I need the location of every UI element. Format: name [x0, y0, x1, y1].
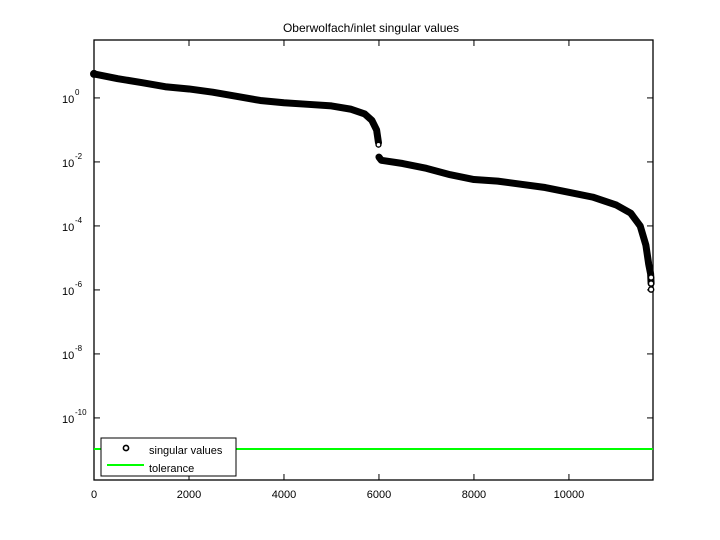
circle-marker-icon	[647, 280, 655, 287]
circle-marker-icon	[647, 274, 655, 281]
y-tick-exponent: -6	[75, 280, 83, 289]
circle-marker-icon	[375, 141, 382, 148]
y-tick-label: 10	[62, 286, 74, 298]
circle-marker-icon	[90, 69, 98, 78]
x-tick-label: 0	[91, 489, 97, 501]
x-tick-label: 2000	[177, 489, 201, 501]
legend-box	[100, 437, 237, 477]
circle-marker-icon	[122, 444, 130, 452]
legend-label-tolerance: tolerance	[149, 463, 194, 475]
chart-title: Oberwolfach/inlet singular values	[283, 21, 459, 35]
singular-values-curve	[90, 70, 382, 147]
y-tick-exponent: 0	[75, 88, 80, 97]
x-tick-label: 4000	[272, 489, 296, 501]
singular-values-curve	[375, 153, 655, 288]
circle-marker-icon	[647, 286, 655, 293]
y-tick-exponent: -8	[75, 344, 83, 353]
x-tick-label: 8000	[462, 489, 486, 501]
legend: singular values tolerance	[100, 437, 237, 477]
y-tick-exponent: -10	[75, 408, 87, 417]
legend-label-singular-values: singular values	[149, 445, 223, 457]
y-tick-label: 10	[62, 94, 74, 106]
y-tick-label: 10	[62, 350, 74, 362]
axes-box	[93, 39, 654, 481]
plot-area: 0 2000 4000 6000 8000 10000 10010-210-410-610…	[62, 39, 655, 501]
y-tick-label: 10	[62, 222, 74, 234]
y-tick-label: 10	[62, 414, 74, 426]
y-tick-exponent: -2	[75, 152, 83, 161]
y-tick-label: 10	[62, 158, 74, 170]
y-tick-exponent: -4	[75, 216, 83, 225]
x-tick-label: 10000	[554, 489, 585, 501]
x-axis: 0 2000 4000 6000 8000 10000	[91, 40, 584, 501]
x-tick-label: 6000	[367, 489, 391, 501]
